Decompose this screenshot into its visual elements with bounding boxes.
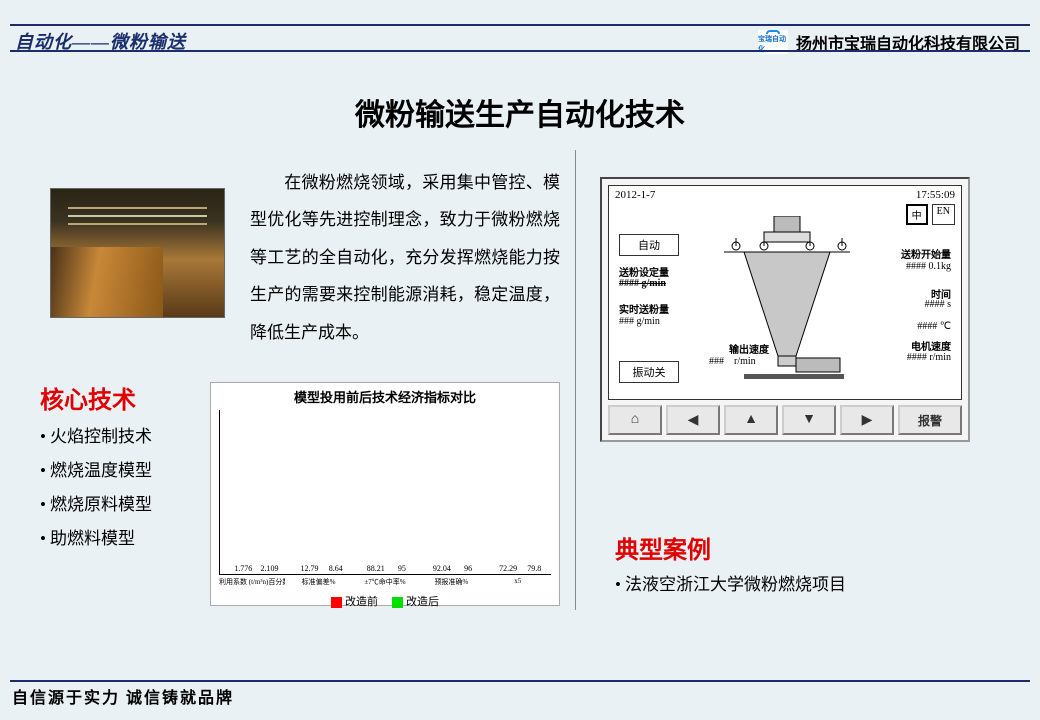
hmi-nav-up-icon[interactable]: ▲ <box>724 405 778 435</box>
cases-list: 法液空浙江大学微粉燃烧项目 <box>615 570 846 595</box>
hmi-nav-down-icon[interactable]: ▼ <box>782 405 836 435</box>
list-item: 燃烧原料模型 <box>40 488 152 522</box>
hmi-nav-prev-icon[interactable]: ◀ <box>666 405 720 435</box>
hmi-label: 送粉设定量 <box>619 264 669 279</box>
hmi-value: #### 0.1kg <box>906 261 951 272</box>
hmi-nav-alarm-button[interactable]: 报警 <box>898 405 962 435</box>
intro-paragraph: 在微粉燃烧领域，采用集中管控、模型优化等先进控制理念，致力于微粉燃烧等工艺的全自… <box>250 164 560 351</box>
hmi-nav-next-icon[interactable]: ▶ <box>840 405 894 435</box>
rule-top-2 <box>10 50 1030 52</box>
hmi-value: #### ℃ <box>917 321 951 332</box>
rule-top <box>10 24 1030 26</box>
hmi-value: #### g/min <box>619 278 666 289</box>
rule-footer <box>10 680 1030 682</box>
hmi-value: #### r/min <box>907 352 951 363</box>
list-item: 法液空浙江大学微粉燃烧项目 <box>615 570 846 595</box>
hmi-value: ### g/min <box>619 316 660 327</box>
hmi-date: 2012-1-7 <box>615 189 655 201</box>
hmi-vibrate-button[interactable]: 振动关 <box>619 361 679 383</box>
cases-heading: 典型案例 <box>615 530 711 565</box>
hmi-label: 实时送粉量 <box>619 301 669 316</box>
chart-x-labels: 利用系数 (t/m³n)百分数率%标准偏差%±7℃命中率%预报准确%x5 <box>219 577 551 587</box>
hmi-value: #### s <box>925 299 951 310</box>
hmi-auto-button[interactable]: 自动 <box>619 234 679 256</box>
hmi-label: 送粉开始量 <box>901 246 951 261</box>
footer-slogan: 自信源于实力 诚信铸就品牌 <box>12 684 234 708</box>
hmi-time: 17:55:09 <box>916 189 955 201</box>
hmi-label: 电机速度 <box>911 338 951 353</box>
chart-plot-area: 1.7762.10912.798.6488.219592.049672.2979… <box>219 410 551 575</box>
hmi-screen: 2012-1-7 17:55:09 中EN 自动 振动关 送粉设定量 #### … <box>608 185 962 400</box>
hmi-lang-switch: 中EN <box>906 204 955 225</box>
hmi-value: ### <box>709 356 724 367</box>
chart-title: 模型投用前后技术经济指标对比 <box>211 383 559 410</box>
list-item: 助燃料模型 <box>40 522 152 556</box>
hmi-navbar: ⌂ ◀ ▲ ▼ ▶ 报警 <box>608 405 962 435</box>
list-item: 燃烧温度模型 <box>40 454 152 488</box>
hmi-nav-home-icon[interactable]: ⌂ <box>608 405 662 435</box>
vertical-divider <box>575 150 576 610</box>
factory-photo <box>50 188 225 318</box>
hmi-screenshot: 2012-1-7 17:55:09 中EN 自动 振动关 送粉设定量 #### … <box>600 177 970 442</box>
hopper-diagram-icon <box>724 216 854 386</box>
list-item: 火焰控制技术 <box>40 420 152 454</box>
chart-legend: 改造前 改造后 <box>211 593 559 609</box>
core-tech-list: 火焰控制技术 燃烧温度模型 燃烧原料模型 助燃料模型 <box>40 420 152 556</box>
core-tech-heading: 核心技术 <box>40 380 136 415</box>
page-title: 微粉输送生产自动化技术 <box>0 90 1040 134</box>
comparison-chart: 模型投用前后技术经济指标对比 1.7762.10912.798.6488.219… <box>210 382 560 606</box>
